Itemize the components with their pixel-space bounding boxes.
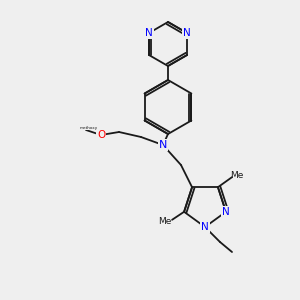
Text: O: O xyxy=(97,130,105,140)
Text: methoxy: methoxy xyxy=(80,126,98,130)
Text: Me: Me xyxy=(230,171,244,180)
Text: N: N xyxy=(201,222,209,232)
Text: N: N xyxy=(145,28,153,38)
Text: N: N xyxy=(183,28,191,38)
Text: N: N xyxy=(222,207,230,217)
Text: N: N xyxy=(159,140,167,150)
Text: Me: Me xyxy=(158,217,172,226)
